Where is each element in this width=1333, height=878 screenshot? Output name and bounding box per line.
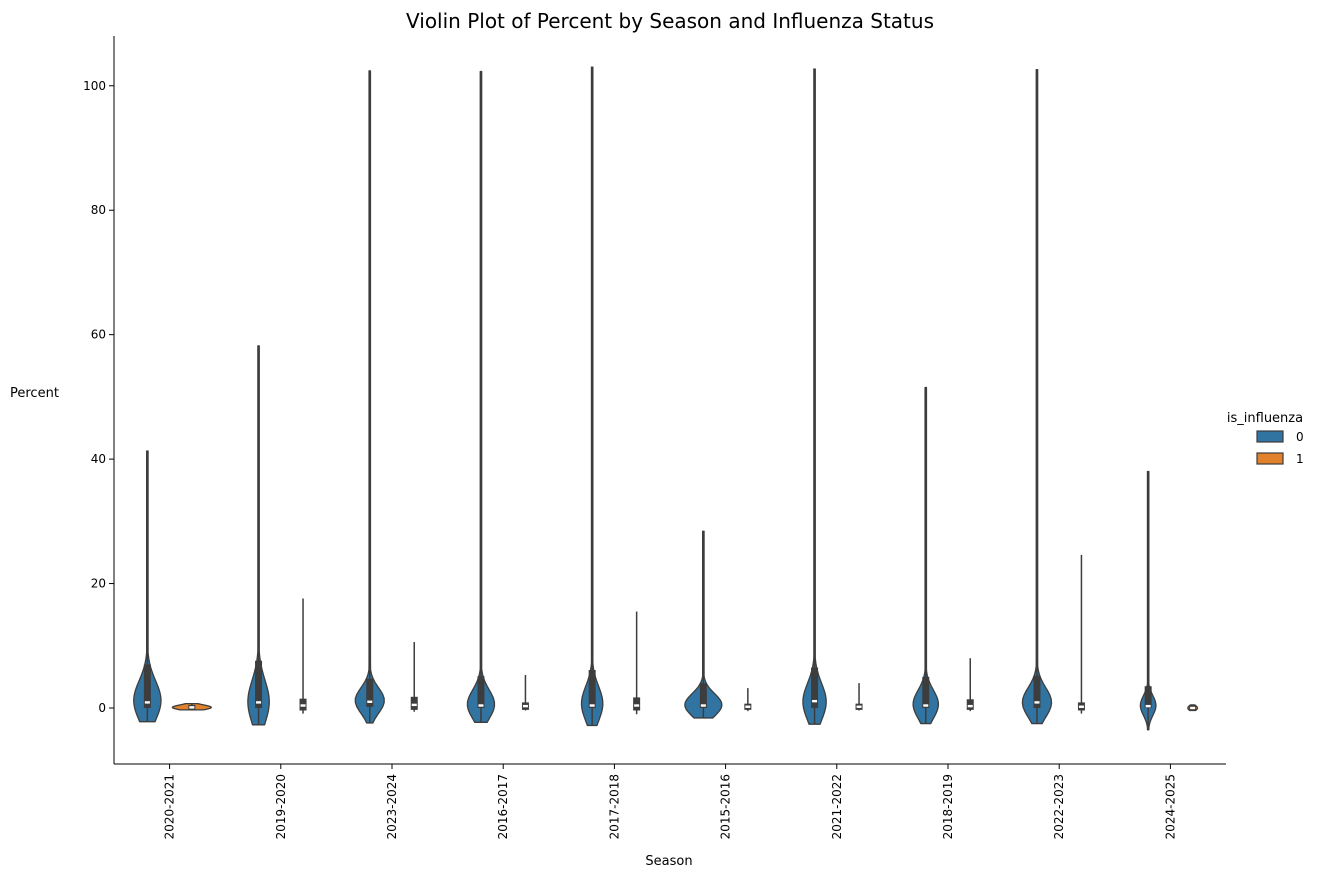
x-tick-label: 2022-2023: [1052, 774, 1066, 839]
legend: is_influenza 0 1: [1227, 411, 1304, 466]
violin-iqr-box: [588, 670, 596, 708]
violin-2017-2018-series-0: [580, 66, 604, 727]
violins-layer: [133, 66, 1199, 731]
violin-iqr-box: [143, 664, 151, 708]
violin-2019-2020-series-0: [247, 345, 270, 726]
violin-2023-2024-series-1: [410, 642, 418, 712]
violin-median: [300, 704, 306, 707]
x-tick-label: 2019-2020: [274, 774, 288, 839]
x-tick-label: 2020-2021: [163, 774, 177, 839]
x-axis-label: Season: [645, 854, 692, 869]
violin-median: [411, 703, 417, 707]
violin-2023-2024-series-0: [354, 70, 385, 724]
violin-iqr-box: [410, 696, 418, 710]
violin-median: [1145, 704, 1151, 708]
violin-2016-2017-series-1: [521, 675, 529, 711]
y-tick-label: 80: [91, 203, 106, 217]
legend-swatch-0: [1256, 430, 1284, 443]
violin-2020-2021-series-0: [133, 450, 162, 723]
y-tick-label: 60: [91, 328, 106, 342]
x-tick-label: 2018-2019: [941, 774, 955, 839]
chart-title: Violin Plot of Percent by Season and Inf…: [406, 9, 934, 33]
violin-iqr-box: [699, 683, 707, 708]
x-tick-label: 2017-2018: [607, 774, 621, 839]
y-tick-label: 40: [91, 452, 106, 466]
legend-label-1: 1: [1296, 452, 1304, 466]
violin-median: [478, 704, 484, 707]
violin-2020-2021-series-1: [171, 702, 212, 711]
x-ticks: 2020-2021 2019-2020 2023-2024 2016-2017 2017…: [163, 764, 1177, 839]
violin-2018-2019-series-0: [912, 386, 940, 725]
violin-iqr-box: [1033, 675, 1041, 708]
y-ticks: 0 20 40 60 80 100: [83, 79, 114, 715]
violin-median: [856, 705, 862, 708]
legend-swatch-1: [1256, 452, 1284, 465]
violin-iqr-box: [922, 676, 930, 708]
legend-title: is_influenza: [1227, 411, 1303, 426]
x-tick-label: 2021-2022: [830, 774, 844, 839]
violin-iqr-box: [366, 678, 374, 707]
violin-2019-2020-series-1: [299, 598, 307, 714]
axes-layer: [113, 36, 1226, 765]
violin-2018-2019-series-1: [966, 658, 974, 712]
violin-median: [700, 704, 706, 707]
y-tick-label: 0: [98, 701, 106, 715]
violin-median: [745, 705, 751, 708]
violin-2016-2017-series-0: [466, 70, 496, 723]
x-tick-label: 2024-2025: [1163, 774, 1177, 839]
violin-2015-2016-series-0: [684, 530, 723, 719]
violin-iqr-box: [811, 667, 819, 708]
violin-iqr-box: [1144, 686, 1152, 708]
violin-median: [144, 701, 150, 704]
violin-2021-2022-series-1: [855, 683, 863, 711]
violin-median: [1078, 705, 1084, 708]
violin-iqr-box: [966, 699, 974, 710]
violin-2022-2023-series-0: [1021, 68, 1053, 725]
y-tick-label: 20: [91, 577, 106, 591]
violin-2022-2023-series-1: [1077, 554, 1085, 714]
x-tick-label: 2015-2016: [719, 774, 733, 839]
violin-median: [1034, 701, 1040, 704]
y-tick-label: 100: [83, 79, 106, 93]
violin-median: [367, 700, 373, 703]
y-axis-label: Percent: [10, 386, 59, 401]
x-tick-label: 2023-2024: [385, 774, 399, 839]
violin-iqr-box: [633, 697, 641, 711]
violin-median: [923, 704, 929, 707]
violin-iqr-box: [255, 660, 263, 708]
x-tick-label: 2016-2017: [496, 774, 510, 839]
violin-2015-2016-series-1: [744, 688, 752, 712]
violin-median: [634, 704, 640, 707]
violin-2024-2025-series-1: [1187, 704, 1199, 712]
legend-label-0: 0: [1296, 430, 1304, 444]
violin-median: [189, 706, 195, 709]
violin-median: [589, 704, 595, 707]
violin-2017-2018-series-1: [633, 611, 641, 715]
violin-median: [256, 701, 262, 704]
violin-median: [522, 704, 528, 708]
violin-median: [967, 704, 973, 708]
violin-median: [812, 699, 818, 703]
violin-2021-2022-series-0: [802, 68, 827, 725]
violin-iqr-box: [477, 676, 485, 708]
violin-2024-2025-series-0: [1139, 470, 1157, 731]
violin-median: [1190, 706, 1196, 710]
